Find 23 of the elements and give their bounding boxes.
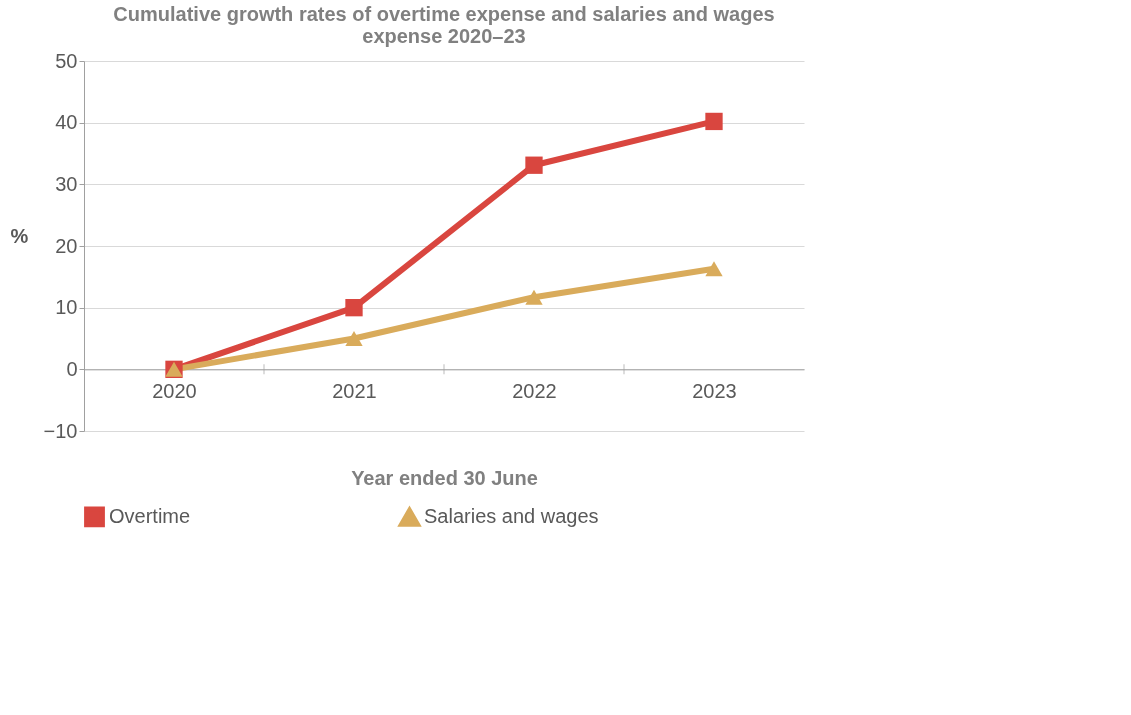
legend-label: Salaries and wages	[424, 505, 599, 528]
y-tick-label: 10	[55, 296, 78, 319]
y-tick-label: 20	[55, 234, 78, 257]
point	[345, 331, 363, 346]
x-tick-label: 2021	[332, 379, 377, 402]
text: expense 2020–23	[362, 25, 526, 47]
y-tick-label: 30	[55, 172, 78, 195]
y-tick-label: 0	[66, 357, 78, 380]
x-tick-label: 2023	[692, 379, 737, 402]
y-axis-title: %	[10, 224, 29, 247]
point	[345, 299, 363, 317]
x-tick-label: 2022	[512, 379, 557, 402]
point	[525, 289, 543, 305]
x-axis-title: Year ended 30 June	[351, 466, 538, 489]
y-tick-label: 40	[55, 111, 78, 134]
point	[705, 261, 723, 277]
y-tick-label: 50	[55, 49, 78, 72]
x-tick-label: 2020	[152, 379, 197, 402]
text: Cumulative growth rates of overtime expense and salaries and wages	[113, 3, 775, 25]
legend-label: Overtime	[109, 504, 191, 527]
point	[705, 112, 723, 131]
y-tick-label: −10	[43, 419, 78, 442]
point	[525, 156, 543, 174]
